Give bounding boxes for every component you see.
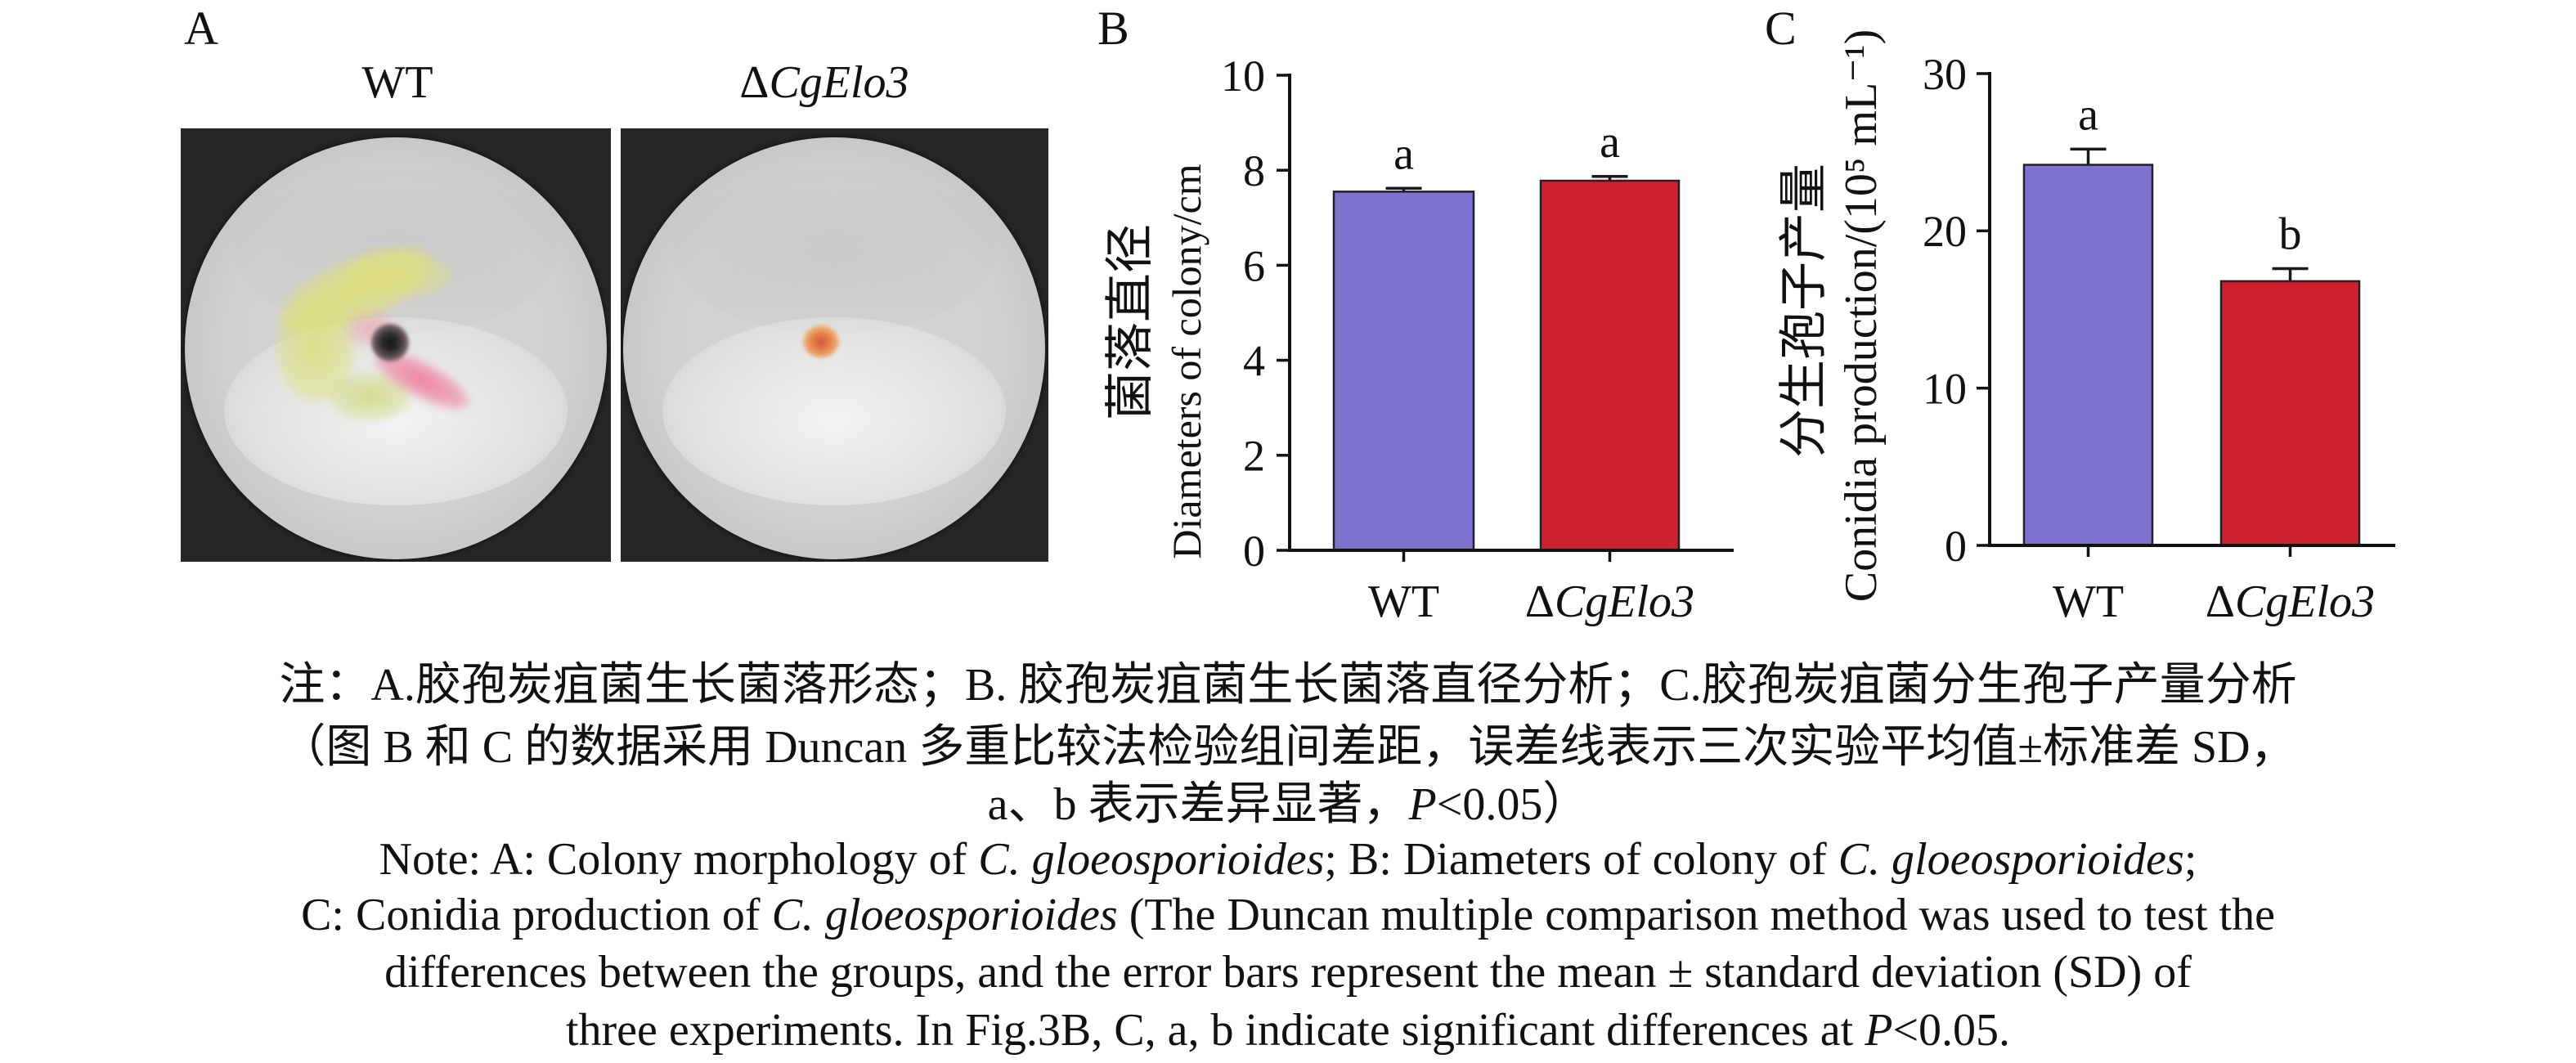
photo-label-wt: WT bbox=[361, 57, 433, 108]
caption-italic-text: P bbox=[1408, 779, 1437, 830]
bar-mutant bbox=[1539, 179, 1681, 552]
y-tick-label: 2 bbox=[1243, 432, 1265, 481]
x-tick-label: ΔCgElo3 bbox=[1525, 576, 1694, 627]
x-tick-label: WT bbox=[1368, 576, 1439, 627]
delta-symbol: Δ bbox=[2206, 576, 2235, 627]
bar-wt bbox=[1332, 191, 1475, 552]
delta-symbol: Δ bbox=[1525, 576, 1555, 627]
x-tick-label: ΔCgElo3 bbox=[2206, 576, 2375, 627]
y-tick-label: 4 bbox=[1243, 337, 1265, 386]
gene-name: CgElo3 bbox=[769, 57, 909, 108]
caption-text: Note: A: Colony morphology of bbox=[379, 834, 979, 885]
caption-species-name: C. gloeosporioides bbox=[978, 834, 1325, 885]
caption-text: <0.05） bbox=[1436, 779, 1589, 830]
chart-c-conidia-production: 分生孢子产量 Conidia production/(10⁵ mL⁻¹) a WT… bbox=[1777, 29, 2395, 627]
caption-text: （图 B 和 C 的数据采用 Duncan 多重比较法检验组间差距，误差线表示三… bbox=[280, 722, 2296, 773]
caption-text: three experiments. In Fig.3B, C, a, b in… bbox=[565, 1005, 1865, 1056]
agar-shade bbox=[672, 170, 996, 334]
panel-letter-b: B bbox=[1097, 2, 1129, 55]
significance-label: a bbox=[2078, 89, 2098, 140]
petri-dish bbox=[623, 137, 1045, 559]
caption-species-name: C. gloeosporioides bbox=[1838, 834, 2184, 885]
delta-symbol: Δ bbox=[739, 57, 770, 108]
caption-line: three experiments. In Fig.3B, C, a, b in… bbox=[0, 1002, 2576, 1059]
y-axis-label-zh: 分生孢子产量 bbox=[1777, 164, 1831, 458]
x-tick-label: WT bbox=[2053, 576, 2124, 627]
y-tick-label: 8 bbox=[1243, 146, 1265, 195]
panel-letter-a: A bbox=[184, 2, 218, 55]
significance-label: b bbox=[2279, 209, 2302, 259]
mutant-colony-photo bbox=[621, 128, 1048, 562]
caption-line: a、b 表示差异显著，P<0.05） bbox=[0, 776, 2576, 833]
y-tick-label: 0 bbox=[1945, 522, 1967, 571]
y-tick-label: 10 bbox=[1221, 52, 1265, 101]
y-tick-label: 20 bbox=[1923, 207, 1967, 256]
significance-label: a bbox=[1393, 128, 1414, 179]
yellow-pigment-region bbox=[345, 252, 451, 298]
caption-text: a、b 表示差异显著， bbox=[987, 779, 1409, 830]
caption-species-name: C. gloeosporioides bbox=[771, 890, 1118, 940]
colony-center bbox=[803, 325, 839, 358]
y-tick-label: 0 bbox=[1243, 527, 1265, 576]
caption-text: C: Conidia production of bbox=[301, 890, 772, 940]
y-tick-label: 30 bbox=[1923, 50, 1967, 99]
y-tick-label: 6 bbox=[1243, 241, 1265, 290]
wt-colony-photo bbox=[181, 128, 611, 562]
caption-line: C: Conidia production of C. gloeosporioi… bbox=[0, 886, 2576, 944]
photo-label-mutant: ΔCgElo3 bbox=[702, 54, 947, 111]
panel-letter-c: C bbox=[1765, 2, 1797, 55]
caption-line: Note: A: Colony morphology of C. gloeosp… bbox=[0, 831, 2576, 888]
significance-label: a bbox=[1600, 117, 1620, 168]
caption-italic-text: P bbox=[1865, 1005, 1893, 1056]
bar-mutant bbox=[2219, 280, 2361, 547]
y-tick-label: 10 bbox=[1923, 365, 1967, 414]
caption-text: <0.05. bbox=[1892, 1005, 2011, 1056]
caption-text: differences between the groups, and the … bbox=[384, 947, 2192, 998]
chart-b-colony-diameter: 菌落直径 Diameters of colony/cm a WT a ΔCgElo3 0… bbox=[1103, 52, 1734, 627]
bar-wt bbox=[2022, 164, 2154, 547]
colony-center bbox=[371, 324, 409, 361]
y-axis-label-zh: 菌落直径 bbox=[1103, 224, 1157, 420]
petri-dish bbox=[185, 137, 607, 559]
caption-text: (The Duncan multiple comparison method w… bbox=[1117, 890, 2275, 940]
caption-line: （图 B 和 C 的数据采用 Duncan 多重比较法检验组间差距，误差线表示三… bbox=[0, 719, 2576, 776]
caption-text: ; B: Diameters of colony of bbox=[1324, 834, 1838, 885]
caption-line: 注：A.胶孢炭疽菌生长菌落形态；B. 胶孢炭疽菌生长菌落直径分析；C.胶孢炭疽菌… bbox=[0, 657, 2576, 714]
gene-name: CgElo3 bbox=[2235, 576, 2375, 627]
caption-text: ; bbox=[2183, 834, 2197, 885]
caption-line: differences between the groups, and the … bbox=[0, 944, 2576, 1001]
y-axis-label: Conidia production/(10⁵ mL⁻¹) bbox=[1836, 29, 1887, 602]
gene-name: CgElo3 bbox=[1555, 576, 1694, 627]
y-axis-label: Diameters of colony/cm bbox=[1164, 164, 1209, 558]
caption-text: 注：A.胶孢炭疽菌生长菌落形态；B. 胶孢炭疽菌生长菌落直径分析；C.胶孢炭疽菌… bbox=[279, 660, 2297, 711]
